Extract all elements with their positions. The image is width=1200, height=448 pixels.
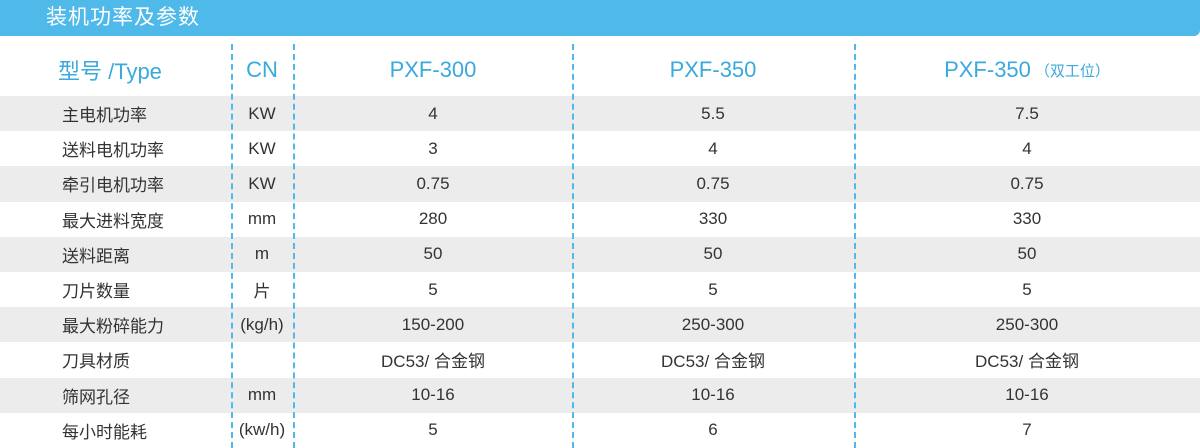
- param-unit: mm: [247, 209, 277, 229]
- table-row: 最大进料宽度 mm 280 330 330: [0, 202, 1200, 237]
- table-row: 每小时能耗 (kw/h) 5 6 7: [0, 413, 1200, 448]
- value-model-2: 10-16: [691, 385, 735, 405]
- header-model-3: PXF-350 （双工位）: [854, 44, 1200, 96]
- value-model-2: DC53/ 合金钢: [661, 352, 765, 372]
- param-name: 送料距离: [62, 246, 130, 266]
- value-model-2: 4: [708, 138, 718, 158]
- value-model-2: 5: [708, 279, 718, 299]
- param-unit: KW: [248, 173, 276, 193]
- table-row: 刀片数量 片 5 5 5: [0, 272, 1200, 307]
- param-unit: KW: [248, 138, 276, 158]
- table-row: 筛网孔径 mm 10-16 10-16 10-16: [0, 377, 1200, 413]
- value-model-1: 4: [428, 103, 438, 123]
- param-name: 最大进料宽度: [62, 211, 164, 231]
- table-row: 牵引电机功率 KW 0.75 0.75 0.75: [0, 166, 1200, 202]
- column-divider: [572, 44, 574, 448]
- table-row: 送料距离 m 50 50 50: [0, 236, 1200, 272]
- param-name: 最大粉碎能力: [62, 317, 164, 337]
- value-model-1: 280: [418, 209, 448, 229]
- value-model-3: 7.5: [1015, 103, 1039, 123]
- value-model-1: 3: [428, 138, 438, 158]
- param-name: 主电机功率: [62, 106, 147, 126]
- value-model-2: 5.5: [701, 103, 725, 123]
- value-model-3: 7: [1022, 420, 1032, 440]
- param-unit: KW: [248, 103, 276, 123]
- header-unit: CN: [246, 57, 278, 82]
- param-name: 牵引电机功率: [62, 176, 164, 196]
- value-model-3: 330: [1012, 209, 1042, 229]
- header-model-3-name: PXF-350: [944, 57, 1031, 82]
- section-title: 装机功率及参数: [46, 6, 200, 29]
- header-model-3-suffix: （双工位）: [1034, 62, 1110, 80]
- value-model-2: 0.75: [696, 173, 730, 193]
- param-name: 送料电机功率: [62, 141, 164, 161]
- value-model-1: 5: [428, 420, 438, 440]
- header-type: 型号 /Type: [58, 59, 162, 84]
- value-model-3: 10-16: [1005, 385, 1049, 405]
- value-model-3: 250-300: [995, 314, 1059, 334]
- param-unit: (kg/h): [240, 314, 284, 334]
- param-name: 刀片数量: [62, 282, 130, 302]
- column-divider: [854, 44, 856, 448]
- value-model-3: DC53/ 合金钢: [975, 352, 1079, 372]
- value-model-2: 50: [703, 244, 723, 264]
- value-model-3: 0.75: [1010, 173, 1044, 193]
- table-row: 主电机功率 KW 4 5.5 7.5: [0, 96, 1200, 132]
- param-unit: 片: [253, 282, 271, 302]
- header-model-2: PXF-350: [669, 57, 757, 82]
- column-divider: [231, 44, 233, 448]
- value-model-2: 330: [698, 209, 728, 229]
- value-model-2: 6: [708, 420, 718, 440]
- value-model-3: 5: [1022, 279, 1032, 299]
- header-model-1: PXF-300: [389, 57, 477, 82]
- value-model-1: 150-200: [401, 314, 465, 334]
- value-model-3: 50: [1017, 244, 1037, 264]
- param-name: 每小时能耗: [62, 422, 147, 442]
- param-unit: mm: [247, 385, 277, 405]
- param-unit: m: [254, 244, 270, 264]
- table-header-row: 型号 /Type CN PXF-300 PXF-350 PXF-350 （双工位）: [0, 44, 1200, 96]
- column-divider: [293, 44, 295, 448]
- table-row: 送料电机功率 KW 3 4 4: [0, 131, 1200, 166]
- value-model-1: DC53/ 合金钢: [381, 352, 485, 372]
- param-name: 筛网孔径: [62, 387, 130, 407]
- param-unit: [230, 342, 294, 377]
- table-row: 刀具材质 DC53/ 合金钢 DC53/ 合金钢 DC53/ 合金钢: [0, 342, 1200, 377]
- param-name: 刀具材质: [62, 352, 130, 372]
- title-bar: 装机功率及参数: [0, 0, 1200, 36]
- param-unit: (kw/h): [238, 420, 286, 440]
- value-model-1: 10-16: [411, 385, 455, 405]
- value-model-1: 5: [428, 279, 438, 299]
- value-model-1: 0.75: [416, 173, 450, 193]
- value-model-2: 250-300: [681, 314, 745, 334]
- value-model-1: 50: [423, 244, 443, 264]
- value-model-3: 4: [1022, 138, 1032, 158]
- table-row: 最大粉碎能力 (kg/h) 150-200 250-300 250-300: [0, 307, 1200, 343]
